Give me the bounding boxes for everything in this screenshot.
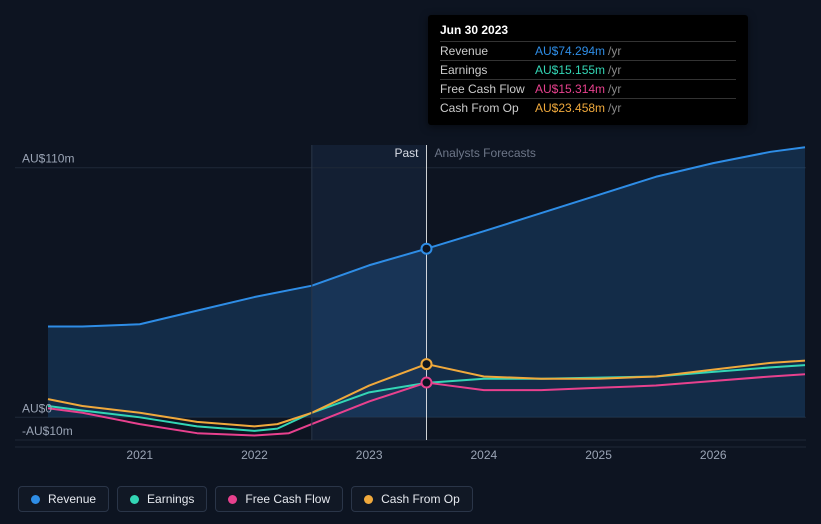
legend-label: Revenue	[48, 492, 96, 506]
tooltip-row: Cash From OpAU$23.458m/yr	[440, 98, 736, 117]
legend-item[interactable]: Free Cash Flow	[215, 486, 343, 512]
chart-legend: Revenue Earnings Free Cash Flow Cash From O…	[18, 486, 473, 512]
tooltip-unit: /yr	[608, 101, 621, 115]
svg-text:2025: 2025	[585, 448, 612, 462]
tooltip-metric-value: AU$74.294m	[535, 44, 605, 58]
svg-text:Past: Past	[394, 146, 419, 160]
legend-item[interactable]: Revenue	[18, 486, 109, 512]
legend-item[interactable]: Cash From Op	[351, 486, 473, 512]
tooltip-unit: /yr	[608, 44, 621, 58]
svg-text:2023: 2023	[356, 448, 383, 462]
legend-dot-icon	[364, 495, 373, 504]
svg-text:2021: 2021	[126, 448, 153, 462]
tooltip-metric-value: AU$15.155m	[535, 63, 605, 77]
tooltip-date: Jun 30 2023	[440, 23, 736, 37]
tooltip-metric-label: Earnings	[440, 63, 535, 77]
svg-text:2022: 2022	[241, 448, 268, 462]
tooltip-metric-value: AU$23.458m	[535, 101, 605, 115]
hover-tooltip: Jun 30 2023 RevenueAU$74.294m/yrEarnings…	[428, 15, 748, 125]
tooltip-metric-label: Cash From Op	[440, 101, 535, 115]
tooltip-row: EarningsAU$15.155m/yr	[440, 60, 736, 79]
tooltip-metric-label: Free Cash Flow	[440, 82, 535, 96]
legend-label: Earnings	[147, 492, 194, 506]
tooltip-metric-value: AU$15.314m	[535, 82, 605, 96]
tooltip-metric-label: Revenue	[440, 44, 535, 58]
tooltip-row: RevenueAU$74.294m/yr	[440, 41, 736, 60]
tooltip-unit: /yr	[608, 82, 621, 96]
svg-text:2026: 2026	[700, 448, 727, 462]
legend-item[interactable]: Earnings	[117, 486, 207, 512]
svg-text:Analysts Forecasts: Analysts Forecasts	[435, 146, 536, 160]
tooltip-unit: /yr	[608, 63, 621, 77]
legend-label: Free Cash Flow	[245, 492, 330, 506]
svg-text:2024: 2024	[470, 448, 497, 462]
legend-label: Cash From Op	[381, 492, 460, 506]
svg-text:AU$0: AU$0	[22, 401, 52, 415]
legend-dot-icon	[228, 495, 237, 504]
legend-dot-icon	[130, 495, 139, 504]
svg-text:-AU$10m: -AU$10m	[22, 424, 73, 438]
svg-text:AU$110m: AU$110m	[22, 152, 74, 166]
chart-container: Past Analysts Forecasts AU$110m AU$0 -AU$10m…	[0, 0, 821, 524]
legend-dot-icon	[31, 495, 40, 504]
tooltip-row: Free Cash FlowAU$15.314m/yr	[440, 79, 736, 98]
